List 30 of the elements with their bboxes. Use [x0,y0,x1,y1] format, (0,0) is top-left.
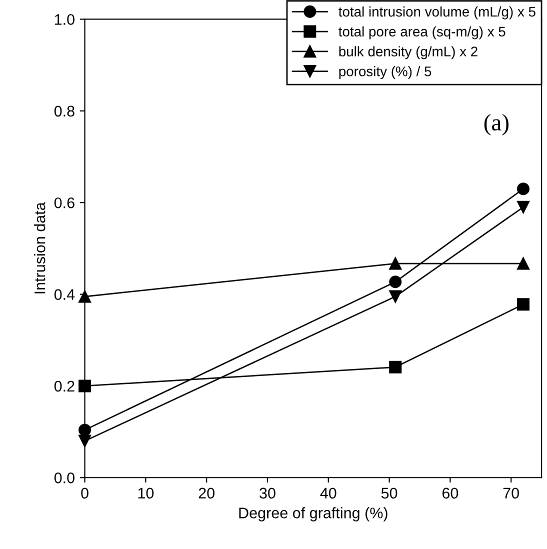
y-tick-label: 1.0 [54,14,74,25]
y-tick-label: 0.8 [54,106,74,117]
annotation: (a) [484,114,509,136]
x-tick-label: 20 [198,488,214,499]
point [389,257,402,270]
x-axis-title: Degree of grafting (%) [239,507,388,522]
x-tick-label: 50 [381,488,398,499]
point [389,360,402,374]
point [517,182,530,196]
point [517,200,530,214]
x-tick-label: 30 [260,488,276,499]
y-tick-label: 0.0 [54,472,74,484]
x-tick-label: 60 [442,488,458,499]
point [517,257,530,270]
legend-label: bulk density (g/mL) x 2 [339,46,478,60]
point [389,276,402,288]
y-tick-label: 0.6 [54,197,74,208]
point [78,380,92,392]
y-tick-label: 0.2 [54,380,74,392]
x-tick-label: 40 [320,488,336,499]
x-tick-label: 70 [503,488,519,499]
y-axis-title: Intrusion data [34,202,46,294]
legend-label: total intrusion volume (mL/g) x 5 [338,6,536,20]
point [389,290,402,303]
x-tick-label: 0 [81,488,88,499]
legend-label: total pore area (sq-m/g) x 5 [338,26,506,40]
point [517,298,530,311]
legend-label: porosity (%) / 5 [339,66,432,80]
y-tick-label: 0.4 [54,289,75,300]
x-tick-label: 10 [138,488,154,499]
